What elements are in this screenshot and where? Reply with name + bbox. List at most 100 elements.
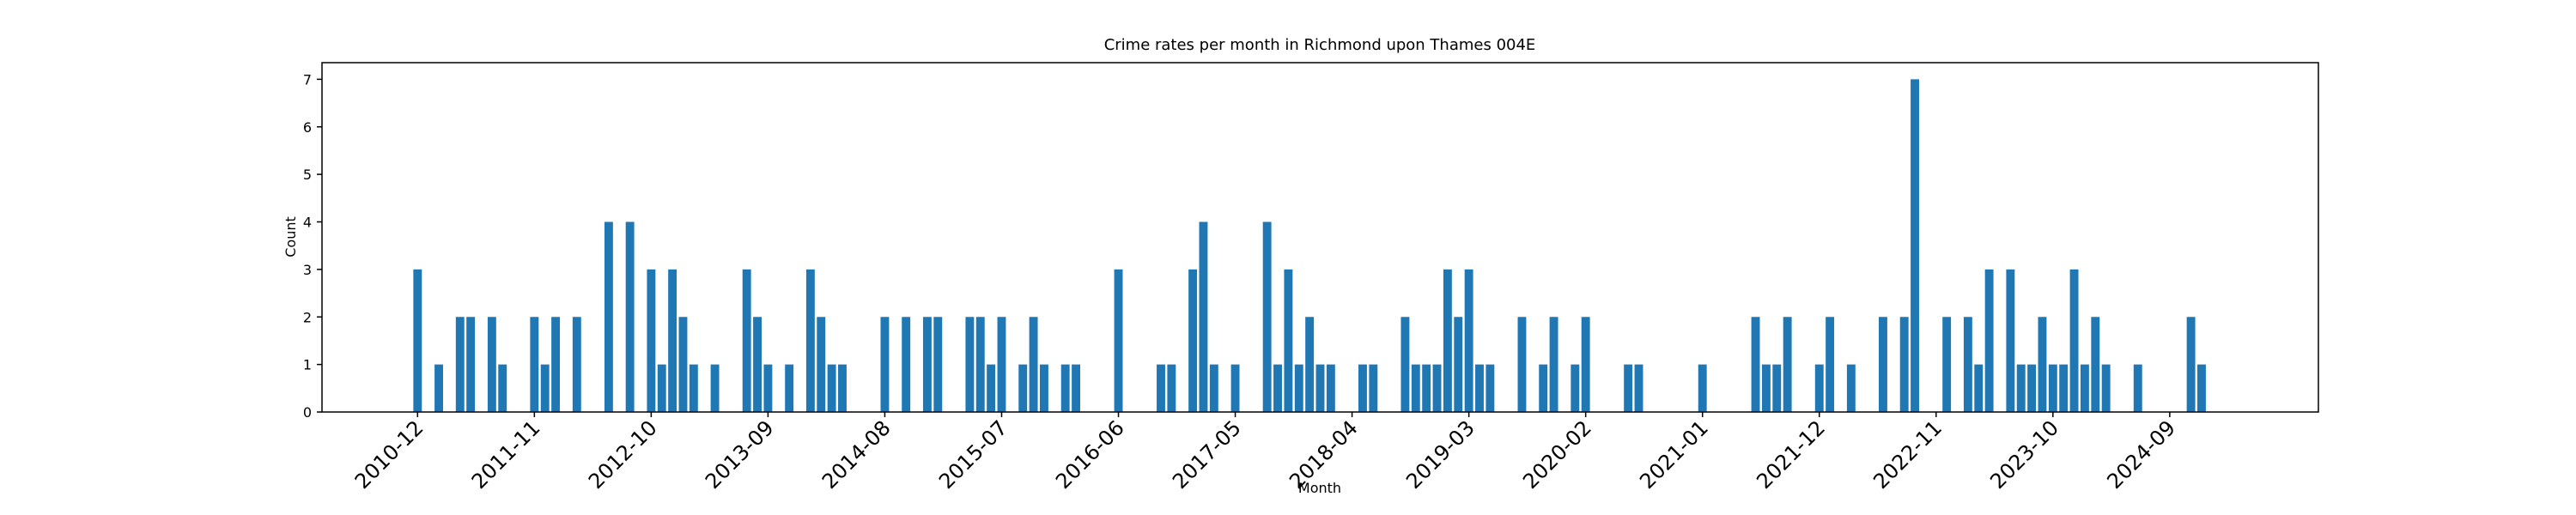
bar (753, 317, 762, 412)
bar (657, 364, 666, 412)
bar (785, 364, 794, 412)
x-tick-label: 2019-03 (1401, 415, 1479, 494)
bar (742, 269, 751, 412)
x-tick-label: 2011-11 (467, 415, 545, 494)
bar (1464, 269, 1473, 412)
x-tick-label: 2016-06 (1051, 415, 1129, 494)
bar (1475, 364, 1484, 412)
bar (1305, 317, 1315, 412)
x-tick-label: 2021-12 (1752, 415, 1830, 494)
bar (540, 364, 550, 412)
bar (678, 317, 688, 412)
bar (1571, 364, 1580, 412)
bar (710, 364, 720, 412)
bar (2091, 317, 2100, 412)
y-axis-label: Count (283, 216, 299, 258)
bar (987, 364, 996, 412)
x-tick-label: 2014-08 (817, 415, 896, 494)
bar (1454, 317, 1463, 412)
bar (1826, 317, 1835, 412)
bar (1114, 269, 1123, 412)
x-tick-label: 2017-05 (1168, 415, 1246, 494)
bar (434, 364, 443, 412)
x-tick-label: 2010-12 (350, 415, 428, 494)
bar (1624, 364, 1633, 412)
bar (1899, 317, 1909, 412)
bar (413, 269, 422, 412)
bar (530, 317, 539, 412)
bar (1040, 364, 1048, 412)
bar (880, 317, 890, 412)
bar (1984, 269, 1994, 412)
bar (1814, 364, 1824, 412)
bar (1199, 221, 1208, 412)
bar (2186, 317, 2196, 412)
bar (1581, 317, 1590, 412)
bar (1485, 364, 1495, 412)
bar (817, 317, 826, 412)
y-tick-label: 1 (303, 357, 312, 373)
y-tick-label: 6 (303, 119, 312, 136)
x-axis-label: Month (1298, 480, 1341, 496)
bar (1072, 364, 1081, 412)
plot-frame (321, 62, 2319, 413)
bar (922, 317, 932, 412)
bar (1879, 317, 1887, 412)
bar (763, 364, 773, 412)
bar (2048, 364, 2057, 412)
bar (1411, 364, 1420, 412)
y-tick-label: 5 (303, 167, 312, 183)
bar (1942, 317, 1952, 412)
bar (1517, 317, 1527, 412)
bar (1783, 317, 1792, 412)
x-tick-label: 2020-02 (1518, 415, 1596, 494)
y-tick-label: 0 (303, 404, 312, 421)
x-tick-label: 2015-07 (934, 415, 1012, 494)
bar (1369, 364, 1378, 412)
bar (1358, 364, 1367, 412)
bar (827, 364, 836, 412)
bar (997, 317, 1006, 412)
chart-title: Crime rates per month in Richmond upon T… (1104, 36, 1536, 54)
bar (1772, 364, 1782, 412)
bar (1167, 364, 1176, 412)
x-tick-label: 2012-10 (584, 415, 662, 494)
bar (1209, 364, 1218, 412)
y-tick-label: 7 (303, 71, 312, 88)
x-tick-label: 2013-09 (701, 415, 779, 494)
bar (1549, 317, 1558, 412)
x-tick-label: 2023-10 (1985, 415, 2063, 494)
bar (2069, 269, 2079, 412)
bar (498, 364, 507, 412)
bar (965, 317, 975, 412)
bar (1422, 364, 1431, 412)
bar (1326, 364, 1335, 412)
bar (647, 269, 656, 412)
bar (975, 317, 985, 412)
bar (551, 317, 561, 412)
y-tick-label: 4 (303, 215, 312, 231)
bar (2101, 364, 2111, 412)
bar (1539, 364, 1548, 412)
bar (2080, 364, 2089, 412)
bar (689, 364, 698, 412)
bar (1029, 317, 1038, 412)
bar (572, 317, 581, 412)
bar (1432, 364, 1442, 412)
bar (2197, 364, 2206, 412)
bar (1315, 364, 1325, 412)
bar (1751, 317, 1760, 412)
x-tick-label: 2021-01 (1635, 415, 1713, 494)
bar (466, 317, 476, 412)
x-tick-label: 2024-09 (2102, 415, 2180, 494)
bar (604, 221, 613, 412)
bar (1273, 364, 1282, 412)
bar (1698, 364, 1707, 412)
bar (668, 269, 677, 412)
bar (1294, 364, 1303, 412)
bar (1262, 221, 1272, 412)
bar (2006, 269, 2015, 412)
bar (1761, 364, 1771, 412)
bar (1846, 364, 1856, 412)
